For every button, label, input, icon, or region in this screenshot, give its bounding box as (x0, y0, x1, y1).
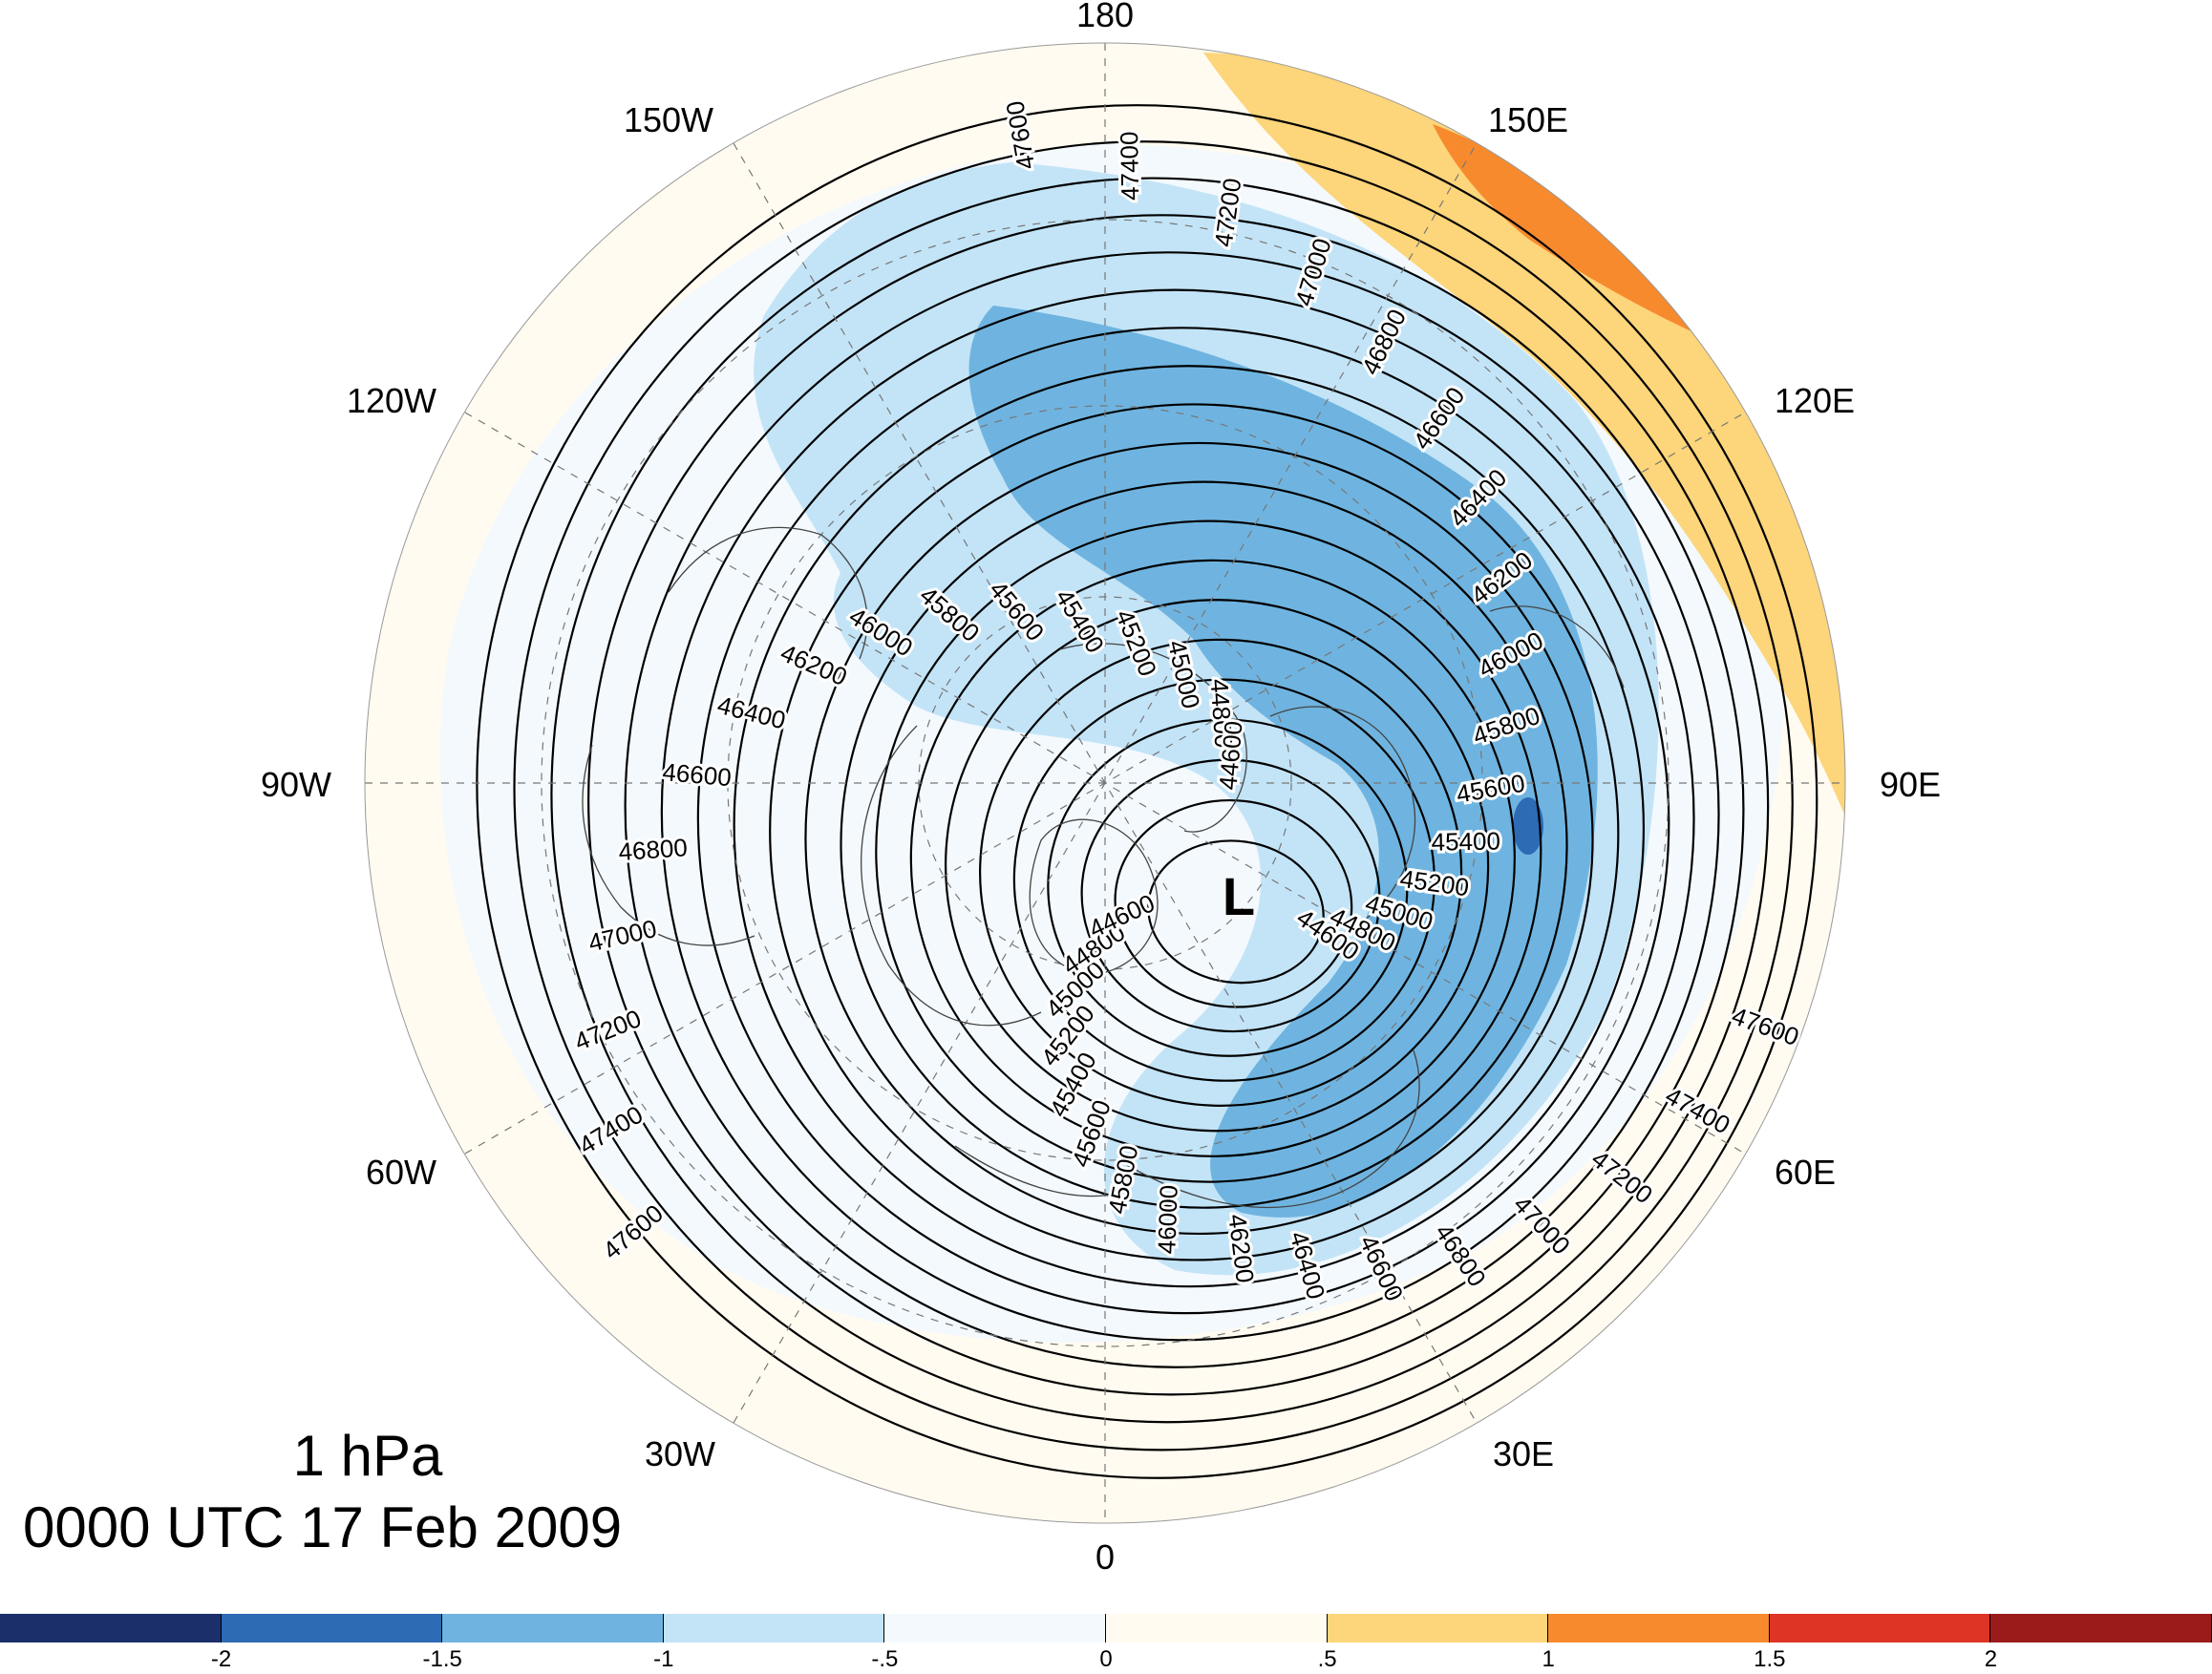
height-contour (696, 327, 1670, 1315)
negative-anomaly-mid (968, 306, 1598, 1218)
longitude-label: 180 (1076, 0, 1134, 34)
colorbar-tick-labels: -2 -1.5 -1 -.5 0 .5 1 1.5 2 (0, 1646, 2212, 1674)
longitude-label: 30W (645, 1434, 715, 1473)
contour-label: 46600 (661, 757, 733, 792)
longitude-label: 0 (1095, 1537, 1115, 1577)
height-contour (1080, 758, 1381, 1033)
longitude-label: 60W (366, 1153, 436, 1192)
height-contour (769, 403, 1620, 1261)
height-contour (804, 441, 1594, 1236)
height-contour (476, 104, 1819, 1479)
colorbar-segment (221, 1614, 443, 1642)
height-contour (1114, 798, 1353, 1008)
colorbar-segment (663, 1614, 885, 1642)
height-contour (660, 288, 1695, 1342)
colorbar-tick: 2 (1984, 1646, 1998, 1672)
colorbar-segment (1990, 1614, 2212, 1642)
colorbar-tick: 0 (1099, 1646, 1113, 1672)
colorbar-segment (1327, 1614, 1549, 1642)
height-contour (909, 559, 1516, 1157)
coastlines (582, 526, 1625, 1209)
colorbar-tick: .5 (1317, 1646, 1337, 1672)
colorbar-tick: -2 (210, 1646, 232, 1672)
colorbar-segment (1769, 1614, 1991, 1642)
longitude-label: 120E (1775, 381, 1855, 420)
height-contour (624, 251, 1720, 1368)
positive-anomaly-mid (1433, 124, 1719, 344)
colorbar-segment (884, 1614, 1106, 1642)
longitude-labels: 180 150E 120E 90E 60E 30E 0 30W 60W 90W 120W 150W (261, 0, 1941, 1577)
colorbar-tick: 1 (1542, 1646, 1555, 1672)
longitude-label: 90W (261, 765, 331, 804)
contour-label: 47400 (1115, 131, 1144, 201)
height-contours (476, 104, 1819, 1479)
colorbar-tick: -1 (653, 1646, 674, 1672)
colorbar-tick: 1.5 (1754, 1646, 1786, 1672)
contour-label: 44600 (1213, 720, 1247, 792)
contour-label: 46000 (1152, 1184, 1183, 1254)
colorbar-tick: -1.5 (422, 1646, 462, 1672)
map-boundary (364, 42, 1846, 1524)
height-contour (1012, 678, 1436, 1082)
contour-label: 45400 (1431, 826, 1500, 856)
colorbar-segment (442, 1614, 664, 1642)
negative-anomaly-strong (1513, 797, 1543, 855)
longitude-label: 90E (1880, 765, 1941, 804)
height-contour (875, 519, 1542, 1183)
height-contour (945, 599, 1490, 1133)
height-contour (979, 638, 1463, 1107)
longitude-label: 150E (1488, 100, 1568, 139)
colorbar-segment (1105, 1614, 1328, 1642)
valid-time-title: 0000 UTC 17 Feb 2009 (23, 1495, 623, 1559)
low-center-label: L (1223, 866, 1255, 926)
height-contour (587, 214, 1745, 1396)
polar-map: 4760047600476004740047400474004720047200… (261, 0, 1941, 1577)
height-contour (840, 480, 1568, 1209)
height-contour (550, 177, 1770, 1424)
longitude-label: 150W (624, 100, 713, 139)
contour-label: 46800 (618, 833, 689, 866)
longitude-label: 120W (347, 381, 436, 420)
height-contour (513, 140, 1794, 1452)
longitude-label: 60E (1775, 1153, 1836, 1192)
pressure-level-title: 1 hPa (292, 1424, 443, 1488)
longitude-label: 30E (1493, 1434, 1554, 1473)
height-contour (1147, 839, 1325, 985)
colorbar-segment (1548, 1614, 1770, 1642)
height-contour (733, 365, 1645, 1288)
graticule (365, 43, 1845, 1523)
contour-label: 44800 (1204, 678, 1238, 749)
colorbar (0, 1614, 2212, 1642)
colorbar-segment (0, 1614, 222, 1642)
height-contour (1047, 718, 1409, 1057)
colorbar-tick: -.5 (871, 1646, 899, 1672)
